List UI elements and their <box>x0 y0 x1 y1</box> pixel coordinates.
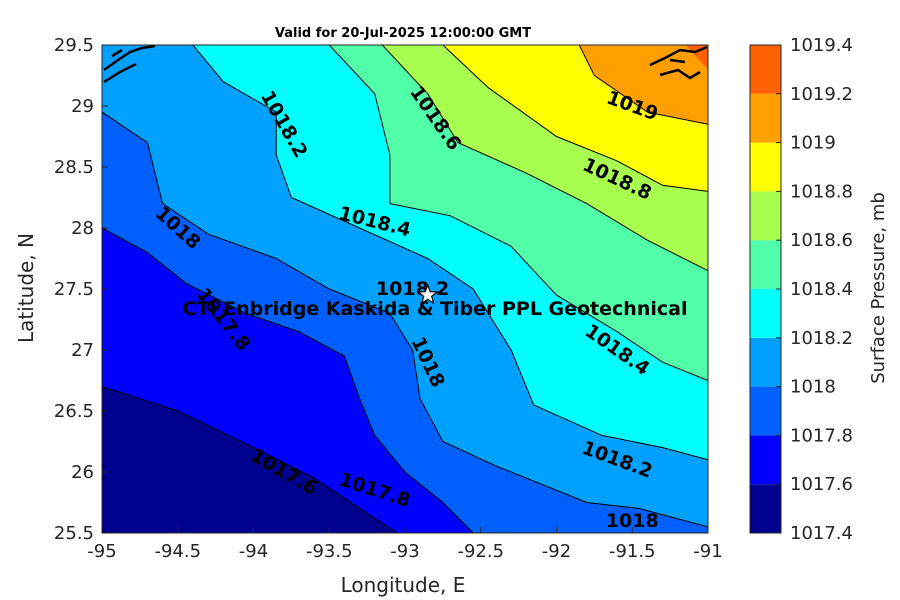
y-axis-label: Latitude, N <box>14 233 38 343</box>
contour-line-1018.4 <box>328 45 708 381</box>
contour-label: 1018 <box>606 510 659 532</box>
site-star-marker <box>416 283 439 305</box>
contour-line-1019 <box>578 45 708 125</box>
contour-label: 1018.2 <box>376 278 449 300</box>
contour-line-1018 <box>102 111 708 528</box>
colorbar-swatch <box>750 45 781 94</box>
colorbar-swatch <box>750 93 781 143</box>
colorbar-tick-label: 1018.2 <box>790 328 853 349</box>
band-1019 <box>579 45 708 125</box>
x-tick-label: -92.5 <box>457 541 504 562</box>
x-tick-label: -92 <box>542 541 571 562</box>
colorbar-swatch <box>750 240 781 289</box>
y-tick-label: 27.5 <box>54 279 94 300</box>
colorbar-tick-label: 1017.8 <box>790 425 853 446</box>
x-tick-label: -91 <box>693 541 722 562</box>
x-tick-label: -95 <box>87 541 116 562</box>
chart-title: Valid for 20-Jul-2025 12:00:00 GMT <box>275 26 531 41</box>
colorbar-tick-label: 1019.2 <box>790 84 853 105</box>
colorbar-tick-label: 1019 <box>790 133 836 154</box>
site-label: CTI Enbridge Kaskida & Tiber PPL Geotech… <box>183 298 688 320</box>
y-tick-label: 28.5 <box>54 157 94 178</box>
colorbar-swatch <box>750 191 781 241</box>
colorbar: 1017.4 1017.6 1017.8 1018 1018.2 1018.4 1018.6… <box>749 35 853 544</box>
colorbar-tick-label: 1017.4 <box>790 523 853 544</box>
colorbar-tick-label: 1018.4 <box>790 279 853 300</box>
y-axis-ticks: 25.5 26 26.5 27 27.5 28 28.5 29 29.5 <box>54 35 108 544</box>
colorbar-swatch <box>750 435 781 485</box>
x-tick-label: -91.5 <box>609 541 656 562</box>
y-tick-label: 25.5 <box>54 523 94 544</box>
coastline-east <box>649 45 708 80</box>
colorbar-swatch <box>750 337 781 387</box>
contour-line-1018.2 <box>192 45 708 461</box>
plot-area: 1018.210181017.81017.61018.61018.41018.2… <box>101 44 709 534</box>
x-tick-label: -93 <box>390 541 419 562</box>
colorbar-swatch <box>750 484 781 533</box>
contour-line-1018.6 <box>381 45 708 272</box>
contour-line-1017.6 <box>102 386 398 533</box>
colorbar-swatch <box>750 386 781 436</box>
x-axis-label: Longitude, E <box>341 573 466 597</box>
y-tick-label: 28 <box>71 218 94 239</box>
y-tick-label: 27 <box>71 340 94 361</box>
colorbar-tick-label: 1018.6 <box>790 230 853 251</box>
colorbar-tick-label: 1018.8 <box>790 181 853 202</box>
x-tick-label: -93.5 <box>306 541 353 562</box>
x-tick-label: -94.5 <box>154 541 201 562</box>
colorbar-tick-label: 1018 <box>790 377 836 398</box>
coastline-west <box>103 45 156 84</box>
x-axis-ticks: -95 -94.5 -94 -93.5 -93 -92.5 -92 -91.5 -91 <box>87 527 723 562</box>
colorbar-swatch <box>750 142 781 192</box>
contour-line-1018.8 <box>442 45 708 192</box>
y-tick-label: 26 <box>71 462 94 483</box>
y-tick-label: 29 <box>71 96 94 117</box>
colorbar-swatch <box>750 289 781 338</box>
colorbar-tick-label: 1019.4 <box>790 35 853 56</box>
colorbar-label: Surface Pressure, mb <box>868 192 889 384</box>
y-tick-label: 26.5 <box>54 401 94 422</box>
y-tick-label: 29.5 <box>54 35 94 56</box>
colorbar-tick-label: 1017.6 <box>790 474 853 495</box>
x-tick-label: -94 <box>239 541 268 562</box>
contour-line-1017.8 <box>102 227 474 533</box>
